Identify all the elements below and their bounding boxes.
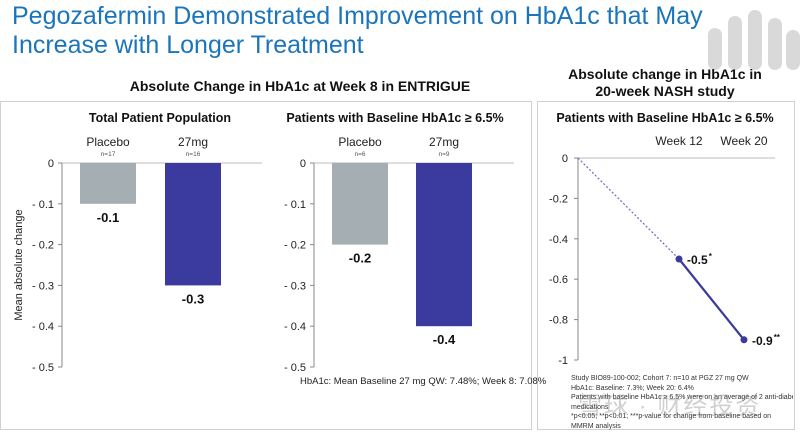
- note-line: Study BIO89-100-002; Cohort 7: n=10 at P…: [571, 375, 749, 382]
- right-section-title-line2: 20-week NASH study: [595, 83, 735, 99]
- note-line: *p<0.05; **p<0.01; ***p-value for change…: [571, 413, 772, 420]
- note-line: medications: [571, 403, 609, 411]
- company-logo: [708, 10, 800, 70]
- study-notes: Study BIO89-100-002; Cohort 7: n=10 at P…: [571, 374, 793, 431]
- baseline-footnote: HbA1c: Mean Baseline 27 mg QW: 7.48%; We…: [300, 376, 547, 387]
- note-line: HbA1c: Baseline: 7.3%; Week 20: 6.4%: [571, 384, 694, 392]
- left-section-title: Absolute Change in HbA1c at Week 8 in EN…: [129, 78, 471, 94]
- watermark-text: 雪球 · 财经投资: [578, 393, 762, 420]
- note-line: Patients with baseline HbA1c ≥ 6.5% were…: [571, 394, 793, 401]
- right-section-title-line1: Absolute change in HbA1c in: [568, 66, 762, 82]
- slide-title: Pegozafermin Demonstrated Improvement on…: [12, 2, 703, 59]
- note-line: MMRM analysis: [571, 422, 621, 430]
- chart1-title: Total Patient Population: [88, 111, 232, 125]
- right-panel-box: [537, 101, 795, 430]
- chart3-title: Patients with Baseline HbA1c ≥ 6.5%: [556, 111, 774, 125]
- chart2-title: Patients with Baseline HbA1c ≥ 6.5%: [286, 111, 504, 125]
- right-section-title: Absolute change in HbA1c in 20-week NASH…: [540, 66, 790, 100]
